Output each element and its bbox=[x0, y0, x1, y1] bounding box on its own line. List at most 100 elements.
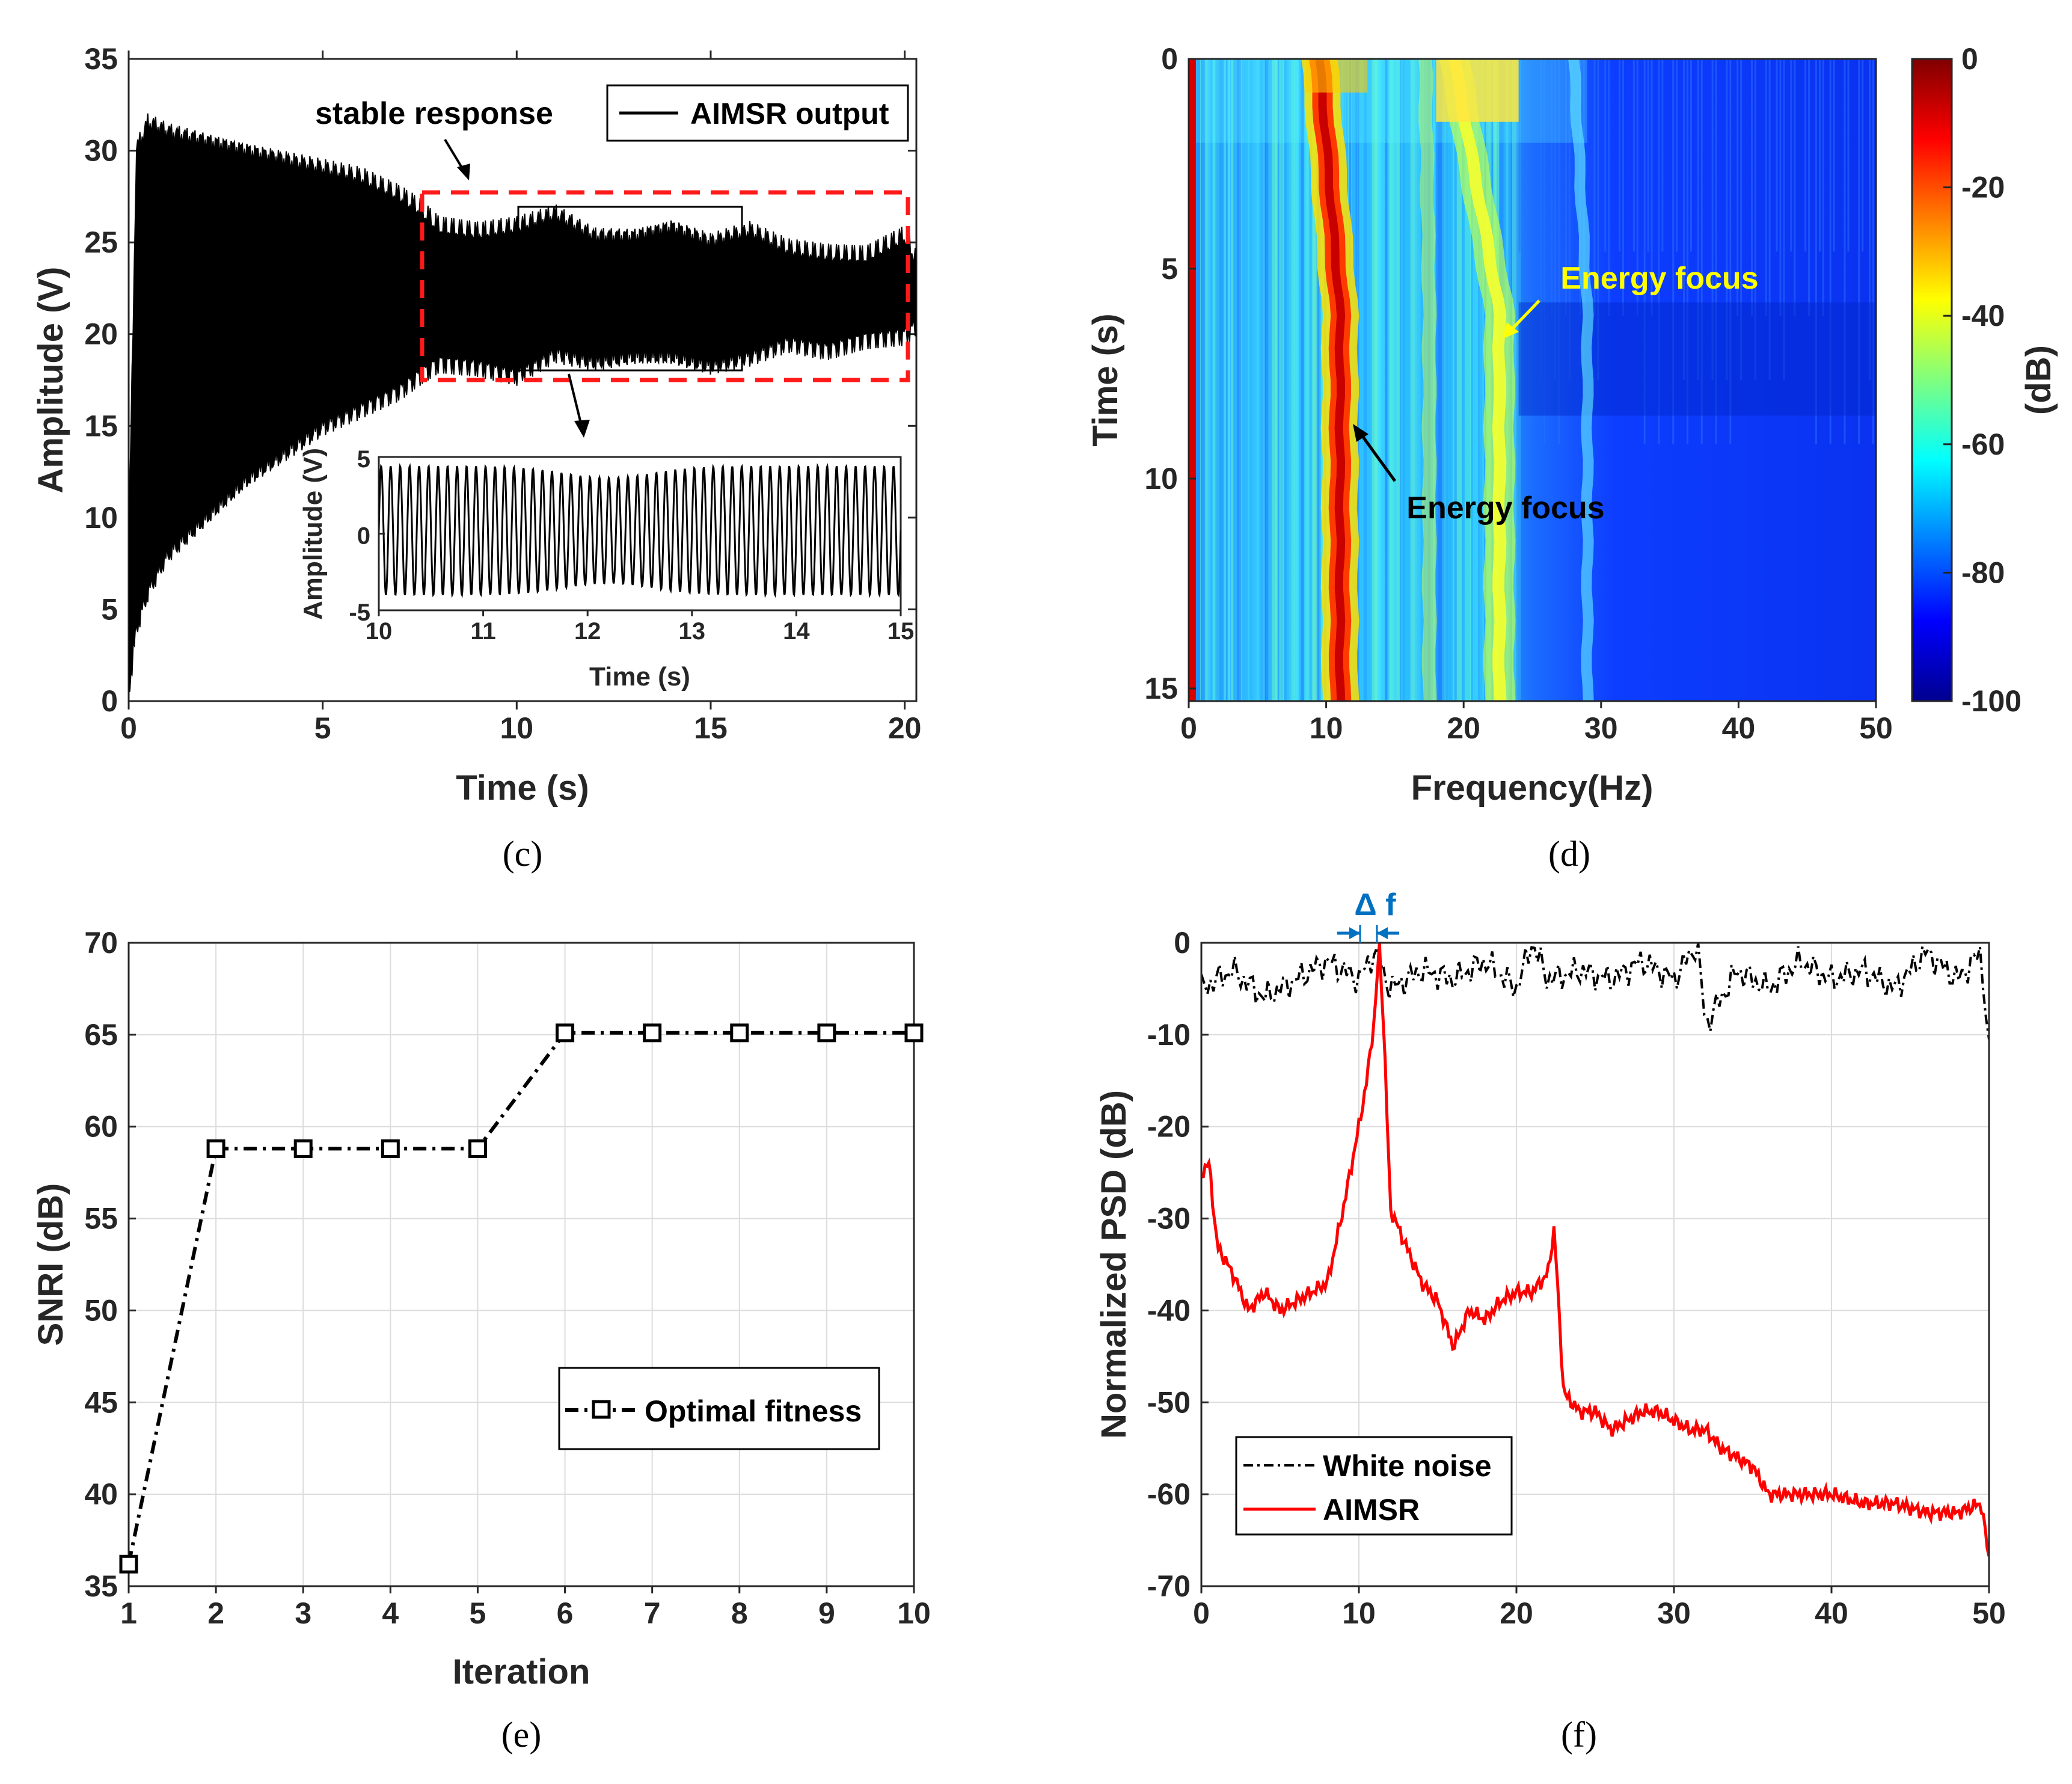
spectrogram-streak bbox=[1451, 59, 1457, 701]
spectrogram-streak bbox=[1518, 59, 1523, 701]
panel-e-axes-background bbox=[129, 943, 914, 1586]
spectrogram-streak bbox=[1750, 59, 1753, 316]
spectrogram-streak bbox=[1608, 59, 1610, 316]
spectrogram-streak bbox=[1464, 59, 1471, 701]
spectrogram-streak bbox=[1818, 59, 1821, 252]
spectrogram-streak bbox=[1651, 59, 1653, 316]
spectrogram-streak bbox=[1438, 59, 1443, 701]
spectrogram-streak bbox=[1225, 59, 1231, 701]
spectrogram-streak bbox=[1456, 59, 1462, 701]
x-tick-label: 50 bbox=[1859, 711, 1893, 745]
legend-label-aimsr: AIMSR bbox=[1323, 1493, 1420, 1527]
y-tick-label: 5 bbox=[1161, 252, 1178, 286]
spectrogram-streak bbox=[1277, 59, 1281, 701]
stable-response-label: stable response bbox=[315, 96, 553, 131]
early-energy-band bbox=[1189, 59, 1587, 143]
spectrogram-streak bbox=[1700, 59, 1703, 444]
spectrogram-streak bbox=[1280, 59, 1283, 701]
panel-c-time-series: 0 5 10 15 20 0 5 10 15 20 25 30 35 stable response A… bbox=[31, 42, 921, 874]
spectrogram-streak bbox=[1593, 59, 1596, 316]
spectrogram-streak bbox=[1393, 59, 1398, 701]
optimal-fitness-line bbox=[129, 1031, 914, 1565]
panel-d-caption: (d) bbox=[1548, 834, 1590, 874]
spectrogram-streak bbox=[1740, 59, 1743, 380]
spectrogram-streak bbox=[1390, 59, 1395, 701]
spectrogram-streak bbox=[1312, 59, 1317, 701]
spectrogram-streak bbox=[1413, 59, 1417, 701]
panel-c-x-axis-label: Time (s) bbox=[456, 768, 589, 808]
spectrogram-streak bbox=[1248, 59, 1250, 701]
spectrogram-streak bbox=[1804, 59, 1807, 252]
y-tick-label: 60 bbox=[84, 1110, 118, 1144]
x-tick-label: 12 bbox=[574, 618, 601, 645]
y-tick-label: -40 bbox=[1147, 1293, 1191, 1327]
y-tick-label: 5 bbox=[101, 592, 118, 626]
colorbar-tick-label: -60 bbox=[1961, 428, 2005, 461]
spectrogram-streak bbox=[1225, 59, 1228, 701]
spectrogram-streak bbox=[1215, 59, 1222, 701]
colorbar-label: (dB) bbox=[2019, 345, 2058, 415]
spectrogram-streak bbox=[1565, 59, 1567, 316]
x-tick-label: 4 bbox=[382, 1596, 399, 1630]
y-tick-label: -5 bbox=[349, 599, 370, 626]
x-tick-label: 30 bbox=[1584, 711, 1618, 745]
spectrogram-streak bbox=[1295, 59, 1299, 701]
spectrogram-streak bbox=[1540, 59, 1542, 380]
spectrogram-streak bbox=[1683, 59, 1685, 380]
colorbar-tick-label: 0 bbox=[1961, 42, 1978, 76]
x-tick-label: 10 bbox=[366, 618, 393, 645]
y-tick-label: -50 bbox=[1147, 1385, 1191, 1419]
delta-f-right-arrowhead bbox=[1377, 927, 1388, 939]
panel-f-y-axis-label: Normalized PSD (dB) bbox=[1094, 1090, 1133, 1439]
aimsr-psd-line bbox=[1201, 943, 1989, 1557]
spectrogram-streak bbox=[1200, 59, 1202, 701]
panel-d-x-axis-label: Frequency(Hz) bbox=[1411, 768, 1654, 808]
panel-f-legend: White noise AIMSR bbox=[1235, 1436, 1513, 1536]
spectrogram-streak bbox=[1442, 59, 1448, 701]
y-tick-label: 15 bbox=[84, 409, 118, 443]
spectrogram-streak bbox=[1726, 59, 1728, 380]
inset-y-axis-label: Amplitude (V) bbox=[298, 448, 328, 620]
x-tick-label: 11 bbox=[470, 618, 495, 645]
panel-e-caption: (e) bbox=[501, 1715, 542, 1755]
spectrogram-streak bbox=[1636, 59, 1638, 316]
colorbar-tick-label: -80 bbox=[1961, 556, 2005, 589]
x-tick-label: 13 bbox=[679, 618, 706, 645]
panel-c-signal-envelope bbox=[129, 113, 916, 693]
panel-c-caption: (c) bbox=[503, 834, 543, 874]
spectrogram-streak bbox=[1220, 59, 1225, 701]
x-tick-label: 15 bbox=[887, 618, 915, 645]
spectrogram-streak bbox=[1303, 59, 1305, 701]
spectrogram-streak bbox=[1551, 59, 1553, 316]
spectrogram-streak bbox=[1729, 59, 1732, 444]
spectrogram-streak bbox=[1794, 59, 1796, 316]
spectrogram-streak bbox=[1375, 59, 1381, 701]
energy-patch-top-main bbox=[1305, 59, 1368, 93]
panel-e-axes-box bbox=[127, 942, 915, 1587]
ridge-fourth bbox=[1568, 59, 1594, 701]
spectrogram-streak bbox=[1275, 59, 1277, 701]
x-tick-label: 10 bbox=[897, 1596, 931, 1630]
spectrogram-streak bbox=[1765, 59, 1767, 316]
stable-response-arrowhead bbox=[457, 164, 470, 180]
x-tick-label: 8 bbox=[731, 1596, 748, 1630]
legend-label-white-noise: White noise bbox=[1323, 1449, 1492, 1483]
x-tick-label: 10 bbox=[1310, 711, 1343, 745]
spectrogram-streak bbox=[1262, 59, 1265, 701]
spectrogram-streak bbox=[1661, 59, 1664, 252]
energy-focus-arrow-yellow bbox=[1509, 299, 1540, 332]
spectrogram-streak bbox=[1363, 59, 1367, 701]
y-tick-label: -60 bbox=[1147, 1477, 1191, 1511]
y-tick-label: -20 bbox=[1147, 1110, 1191, 1144]
spectrogram-streak bbox=[1619, 59, 1621, 252]
spectrogram-streak bbox=[1647, 59, 1649, 252]
x-tick-label: 10 bbox=[500, 711, 534, 745]
ridge-main-core bbox=[1315, 59, 1346, 701]
spectrogram-streak bbox=[1568, 59, 1571, 380]
fitness-marker bbox=[556, 1023, 575, 1043]
legend-marker-optimal-fitness bbox=[592, 1400, 611, 1419]
spectrogram-streak bbox=[1808, 59, 1810, 316]
energy-focus-arrowhead-yellow bbox=[1503, 322, 1519, 339]
spectrogram-streak bbox=[1403, 59, 1405, 701]
spectrogram-streak bbox=[1779, 59, 1782, 316]
